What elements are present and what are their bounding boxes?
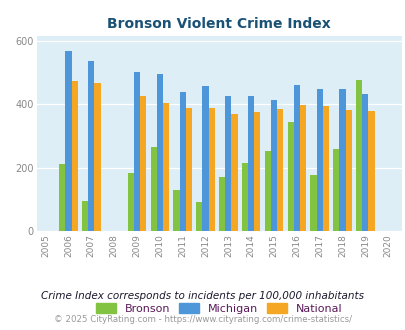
Bar bbox=[179, 92, 185, 231]
Bar bbox=[82, 201, 88, 231]
Bar bbox=[202, 86, 208, 231]
Bar bbox=[339, 89, 345, 231]
Bar bbox=[277, 110, 283, 231]
Bar bbox=[310, 175, 316, 231]
Bar bbox=[264, 151, 270, 231]
Bar bbox=[94, 83, 100, 231]
Bar bbox=[270, 100, 277, 231]
Bar bbox=[293, 85, 299, 231]
Bar bbox=[333, 149, 339, 231]
Bar bbox=[185, 109, 192, 231]
Bar bbox=[65, 51, 71, 231]
Bar bbox=[345, 110, 351, 231]
Bar bbox=[322, 106, 328, 231]
Title: Bronson Violent Crime Index: Bronson Violent Crime Index bbox=[107, 17, 330, 31]
Bar bbox=[88, 61, 94, 231]
Bar bbox=[254, 112, 260, 231]
Bar bbox=[59, 164, 65, 231]
Bar bbox=[208, 108, 214, 231]
Bar bbox=[287, 122, 293, 231]
Bar bbox=[299, 105, 305, 231]
Bar bbox=[219, 177, 225, 231]
Bar bbox=[156, 74, 162, 231]
Bar bbox=[361, 94, 368, 231]
Bar bbox=[128, 173, 134, 231]
Bar bbox=[316, 88, 322, 231]
Bar bbox=[247, 96, 254, 231]
Bar bbox=[196, 202, 202, 231]
Text: Crime Index corresponds to incidents per 100,000 inhabitants: Crime Index corresponds to incidents per… bbox=[41, 291, 364, 301]
Bar bbox=[368, 111, 374, 231]
Bar bbox=[134, 72, 140, 231]
Bar bbox=[150, 147, 156, 231]
Bar bbox=[173, 190, 179, 231]
Bar bbox=[231, 115, 237, 231]
Bar bbox=[225, 96, 231, 231]
Bar bbox=[140, 95, 146, 231]
Bar bbox=[162, 103, 169, 231]
Text: © 2025 CityRating.com - https://www.cityrating.com/crime-statistics/: © 2025 CityRating.com - https://www.city… bbox=[54, 315, 351, 324]
Legend: Bronson, Michigan, National: Bronson, Michigan, National bbox=[91, 299, 346, 318]
Bar bbox=[71, 81, 78, 231]
Bar bbox=[355, 80, 361, 231]
Bar bbox=[241, 163, 247, 231]
